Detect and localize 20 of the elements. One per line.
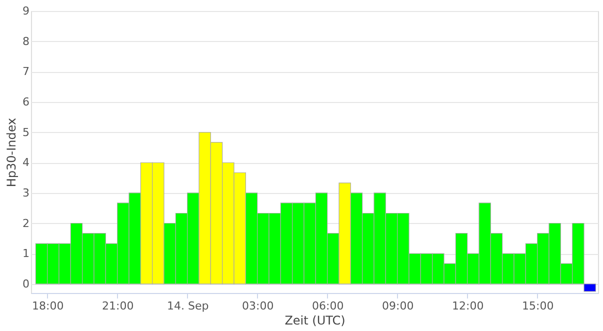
x-tick-label: 06:00 xyxy=(312,300,344,312)
x-tick-label: 09:00 xyxy=(382,300,414,312)
y-tick-label: 5 xyxy=(22,126,30,139)
y-tick-label: 7 xyxy=(22,65,30,78)
x-axis-title: Zeit (UTC) xyxy=(284,314,346,328)
y-tick-label: 1 xyxy=(22,247,30,260)
x-tick-label: 03:00 xyxy=(242,300,274,312)
y-tick-label: 4 xyxy=(22,156,30,170)
x-tick-label: 12:00 xyxy=(452,300,484,312)
y-axis-title: Hp30-Index xyxy=(4,118,18,188)
y-tick-label: 0 xyxy=(22,277,30,290)
y-tick-label: 9 xyxy=(22,4,30,18)
y-tick-label: 8 xyxy=(22,34,30,48)
x-tick-label: 15:00 xyxy=(522,300,554,312)
y-tick-label: 3 xyxy=(22,186,30,200)
x-tick-label: 14. Sep xyxy=(166,300,209,312)
x-tick-label: 18:00 xyxy=(32,300,64,312)
y-tick-label: 6 xyxy=(22,95,30,108)
x-tick-label: 21:00 xyxy=(102,300,134,312)
y-tick-label: 2 xyxy=(22,216,30,230)
